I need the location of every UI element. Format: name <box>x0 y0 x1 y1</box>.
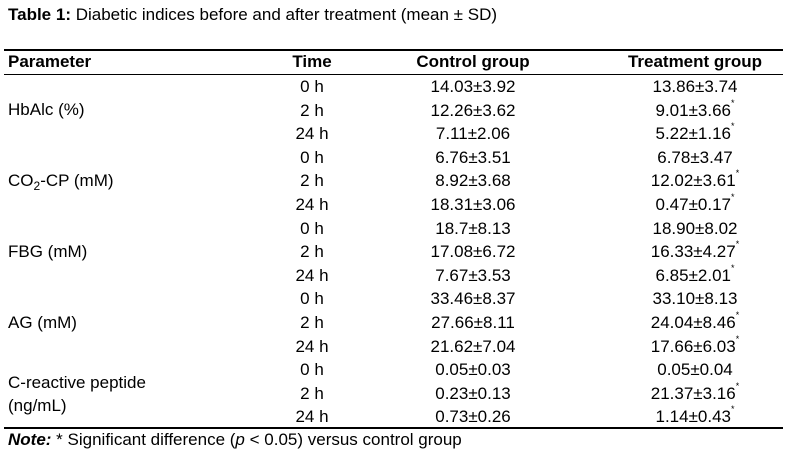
param-fbg: FBG (mM) <box>8 242 88 261</box>
note-label: Note: <box>8 430 52 449</box>
control-value-cell: 14.03±3.92 <box>430 77 516 96</box>
treatment-value: 16.33±4.27 <box>650 242 736 261</box>
param-co2-subscript: 2 <box>33 179 41 193</box>
header-rule <box>4 74 783 75</box>
treatment-value: 1.14±0.43 <box>655 407 731 426</box>
treatment-value-cell: 12.02±3.61* <box>610 168 780 192</box>
treatment-value-cell: 5.22±1.16* <box>610 121 780 145</box>
treatment-value-cell: 0.05±0.04 <box>610 359 780 381</box>
param-co2-rest: -CP (mM) <box>40 171 114 190</box>
treatment-value: 0.47±0.17 <box>655 195 731 214</box>
time-cell: 0 h <box>300 77 324 96</box>
treatment-value: 6.85±2.01 <box>655 266 731 285</box>
control-value-cell: 6.76±3.51 <box>435 148 511 167</box>
control-value-cell: 7.11±2.06 <box>435 124 511 143</box>
significance-marker: * <box>735 239 740 249</box>
control-value-cell: 18.31±3.06 <box>430 195 516 214</box>
control-value-cell: 0.73±0.26 <box>435 407 511 426</box>
treatment-value-cell: 18.90±8.02 <box>610 218 780 240</box>
time-cell: 24 h <box>295 124 329 143</box>
time-cell: 2 h <box>300 384 324 403</box>
note-text-before: * Significant difference ( <box>51 430 236 449</box>
header-control-group: Control group <box>416 52 530 71</box>
time-cell: 0 h <box>300 219 324 238</box>
significance-marker: * <box>731 121 735 131</box>
treatment-value-cell: 6.85±2.01* <box>610 263 780 287</box>
significance-marker: * <box>731 263 735 273</box>
treatment-value: 17.66±6.03 <box>650 337 736 356</box>
significance-marker: * <box>731 192 735 202</box>
bottom-rule <box>4 427 783 429</box>
time-cell: 24 h <box>295 407 329 426</box>
control-value-cell: 0.05±0.03 <box>435 360 511 379</box>
treatment-value-cell: 6.78±3.47 <box>610 147 780 169</box>
time-cell: 24 h <box>295 266 329 285</box>
treatment-value: 18.90±8.02 <box>652 219 738 238</box>
control-value-cell: 12.26±3.62 <box>430 101 516 120</box>
significance-marker: * <box>735 310 740 320</box>
control-value-cell: 18.7±8.13 <box>435 219 511 238</box>
time-cell: 2 h <box>300 171 324 190</box>
control-value-cell: 27.66±8.11 <box>431 313 515 332</box>
top-rule <box>4 49 783 51</box>
header-time: Time <box>292 52 332 71</box>
treatment-value-cell: 17.66±6.03* <box>610 334 780 358</box>
control-value-cell: 8.92±3.68 <box>435 171 511 190</box>
treatment-value: 21.37±3.16 <box>650 384 736 403</box>
table-caption: Table 1: Diabetic indices before and aft… <box>8 4 497 26</box>
treatment-value: 12.02±3.61 <box>650 171 736 190</box>
treatment-value: 24.04±8.46 <box>650 313 736 332</box>
treatment-value: 9.01±3.66 <box>655 101 731 120</box>
significance-marker: * <box>731 404 735 414</box>
caption-label: Table 1: <box>8 5 71 24</box>
treatment-value: 33.10±8.13 <box>652 289 738 308</box>
treatment-value-cell: 21.37±3.16* <box>610 381 780 405</box>
control-value-cell: 17.08±6.72 <box>430 242 516 261</box>
time-cell: 2 h <box>300 242 324 261</box>
treatment-value-cell: 16.33±4.27* <box>610 239 780 263</box>
param-ag: AG (mM) <box>8 313 77 332</box>
treatment-value: 13.86±3.74 <box>652 77 738 96</box>
param-crp-line1: C-reactive peptide <box>8 373 146 392</box>
control-value-cell: 0.23±0.13 <box>435 384 511 403</box>
treatment-value: 0.05±0.04 <box>657 360 733 379</box>
time-cell: 0 h <box>300 148 324 167</box>
time-cell: 0 h <box>300 360 324 379</box>
treatment-value-cell: 9.01±3.66* <box>610 98 780 122</box>
significance-marker: * <box>731 98 735 108</box>
treatment-value-cell: 13.86±3.74 <box>610 76 780 98</box>
time-cell: 2 h <box>300 101 324 120</box>
control-value-cell: 33.46±8.37 <box>430 289 516 308</box>
note-p-symbol: p <box>235 430 245 449</box>
time-cell: 0 h <box>300 289 324 308</box>
significance-marker: * <box>735 381 740 391</box>
note-text-after: < 0.05) versus control group <box>244 430 462 449</box>
caption-text: Diabetic indices before and after treatm… <box>70 5 498 24</box>
significance-marker: * <box>735 168 740 178</box>
treatment-value: 5.22±1.16 <box>655 124 731 143</box>
param-co2-cp: CO2-CP (mM) <box>8 170 114 193</box>
significance-marker: * <box>735 334 740 344</box>
time-cell: 24 h <box>295 195 329 214</box>
treatment-value-cell: 33.10±8.13 <box>610 288 780 310</box>
table-note: Note: * Significant difference (p < 0.05… <box>8 429 462 451</box>
header-parameter: Parameter <box>8 52 92 71</box>
param-crp-line2: (ng/mL) <box>8 396 67 415</box>
time-cell: 2 h <box>300 313 324 332</box>
treatment-value-cell: 24.04±8.46* <box>610 310 780 334</box>
treatment-value-cell: 0.47±0.17* <box>610 192 780 216</box>
param-hba1c: HbAlc (%) <box>8 100 85 119</box>
control-value-cell: 21.62±7.04 <box>430 337 516 356</box>
param-co2-main: CO <box>8 171 34 190</box>
treatment-value-cell: 1.14±0.43* <box>610 404 780 428</box>
header-treatment-group: Treatment group <box>627 52 763 71</box>
treatment-value: 6.78±3.47 <box>657 148 733 167</box>
control-value-cell: 7.67±3.53 <box>435 266 511 285</box>
time-cell: 24 h <box>295 337 329 356</box>
